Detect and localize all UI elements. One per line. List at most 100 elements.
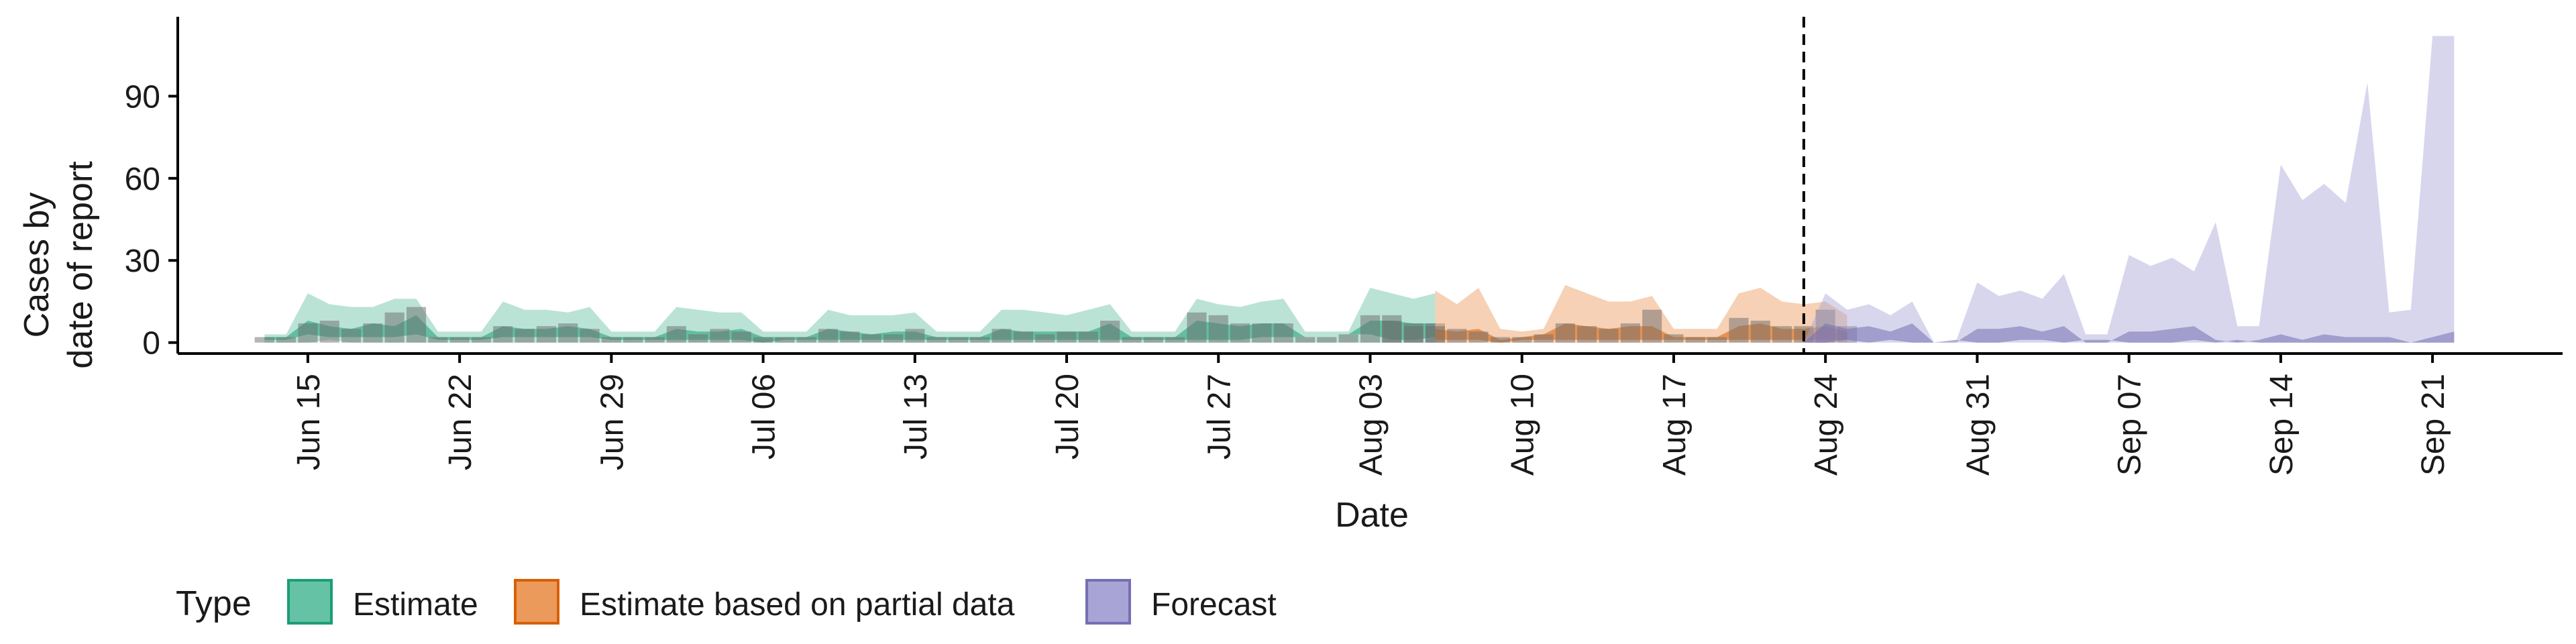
x-tick-label: Jun 15 <box>291 374 327 470</box>
series-0-reported-bar <box>471 337 491 343</box>
series-2-outer-band <box>1803 36 2455 343</box>
series-0-reported-bar <box>796 337 816 343</box>
x-tick-label: Jul 13 <box>898 374 934 460</box>
series-1-reported-bar <box>1707 337 1727 343</box>
x-tick-label: Sep 07 <box>2112 374 2148 476</box>
series-1-reported-bar <box>1577 326 1597 343</box>
series-0-reported-bar <box>948 337 968 343</box>
series-1-reported-bar <box>1620 323 1640 343</box>
series-0-reported-bar <box>1252 323 1272 343</box>
series-0-reported-bar <box>1165 337 1185 343</box>
series-0-reported-bar <box>1208 315 1228 343</box>
series-0-reported-bar <box>580 329 600 343</box>
series-0-reported-bar <box>1317 337 1337 343</box>
series-0-reported-bar <box>515 329 535 343</box>
series-0-reported-bar <box>493 326 513 343</box>
series-1-reported-bar <box>1642 309 1662 343</box>
series-0-reported-bar <box>449 337 470 343</box>
axes: 0 30 60 90 Jun 15 Jun 22 Jun 29 Jul 06 Jul 13 Jul… <box>125 17 2563 476</box>
series-0-reported-bar <box>384 312 405 343</box>
series-0-reported-bar <box>1057 331 1077 343</box>
series-2-inner-band <box>1803 323 2455 343</box>
series-0-reported-bar <box>731 331 751 343</box>
x-tick-label: Sep 14 <box>2264 374 2300 476</box>
x-tick-label: Jul 20 <box>1050 374 1085 460</box>
series-0-reported-bar <box>1100 321 1120 343</box>
legend-title: Type <box>176 584 252 623</box>
legend-label-2: Forecast <box>1151 587 1277 623</box>
series-0-reported-bar <box>1187 312 1207 343</box>
y-tick-label: 90 <box>125 79 160 115</box>
series-2 <box>1803 36 2455 343</box>
series-0-reported-bar <box>926 337 947 343</box>
x-tick-label: Aug 24 <box>1809 374 1844 476</box>
x-tick-label: Aug 31 <box>1960 374 1996 476</box>
series-0-reported-bar <box>428 337 448 343</box>
series-0-reported-bar <box>905 329 925 343</box>
legend: Type Estimate Estimate based on partial d… <box>176 579 1277 625</box>
legend-label-1: Estimate based on partial data <box>580 587 1015 623</box>
series-0-reported-bar <box>407 307 427 343</box>
y-axis-title: Cases by date of report <box>17 161 100 369</box>
series-0-reported-bar <box>319 321 339 343</box>
series-0-reported-bar <box>1143 337 1163 343</box>
series-0-reported-bar <box>1273 323 1293 343</box>
series-1-reported-bar <box>1468 331 1489 343</box>
series-0-reported-bar <box>1295 337 1316 343</box>
y-tick-label: 0 <box>142 326 160 362</box>
series-1-reported-bar <box>1729 317 1749 343</box>
series-0-reported-bar <box>276 337 297 343</box>
series-0-reported-bar <box>536 326 556 343</box>
series-0-reported-bar <box>1230 323 1250 343</box>
series-0-reported-bar <box>1338 334 1358 343</box>
y-axis-title-line-1: Cases by <box>17 193 56 338</box>
series-0-reported-bar <box>341 329 362 343</box>
series-0-reported-bar <box>601 337 621 343</box>
series-0 <box>254 288 1445 343</box>
x-tick-label: Sep 21 <box>2416 374 2451 476</box>
series-0-reported-bar <box>818 329 839 343</box>
series-1-reported-bar <box>1512 337 1532 343</box>
series-1-reported-bar <box>1555 323 1575 343</box>
series-0-reported-bar <box>254 337 274 343</box>
x-axis-title: Date <box>1335 496 1409 535</box>
series-1-reported-bar <box>1750 321 1770 343</box>
series-0-reported-bar <box>710 329 730 343</box>
series-1-reported-bar <box>1664 334 1684 343</box>
x-tick-label: Jul 06 <box>747 374 782 460</box>
legend-key-2 <box>1085 579 1131 625</box>
series-0-reported-bar <box>991 329 1012 343</box>
series-0-reported-bar <box>645 337 665 343</box>
x-tick-label: Jul 27 <box>1201 374 1237 460</box>
series-0-reported-bar <box>298 323 318 343</box>
series-1-reported-bar <box>1534 334 1554 343</box>
reported-bar <box>1382 321 1402 343</box>
y-tick-label: 60 <box>125 162 160 197</box>
series-1-reported-bar <box>1425 326 1445 343</box>
series-0-reported-bar <box>840 331 860 343</box>
legend-key-0 <box>287 579 333 625</box>
series-0-reported-bar <box>775 337 795 343</box>
series-0-reported-bar <box>558 323 578 343</box>
series-0-reported-bar <box>1013 331 1033 343</box>
reported-bar <box>1403 323 1424 343</box>
y-tick-label: 30 <box>125 244 160 279</box>
legend-key-1 <box>514 579 559 625</box>
x-tick-label: Aug 17 <box>1657 374 1693 476</box>
x-tick-label: Jun 22 <box>443 374 478 470</box>
series-1-reported-bar <box>1599 329 1619 343</box>
series-1-reported-bar <box>1772 326 1792 343</box>
series-0-reported-bar <box>623 337 643 343</box>
series-0-reported-bar <box>970 337 990 343</box>
series-0-reported-bar <box>861 334 881 343</box>
series-1 <box>1425 285 1858 343</box>
x-tick-label: Aug 03 <box>1354 374 1389 476</box>
series-0-reported-bar <box>1360 315 1381 343</box>
series-0-reported-bar <box>363 323 383 343</box>
x-tick-label: Jun 29 <box>594 374 630 470</box>
legend-label-0: Estimate <box>353 587 478 623</box>
series-0-reported-bar <box>666 326 686 343</box>
series-0-reported-bar <box>1122 337 1142 343</box>
y-axis-title-line-2: date of report <box>61 161 100 369</box>
